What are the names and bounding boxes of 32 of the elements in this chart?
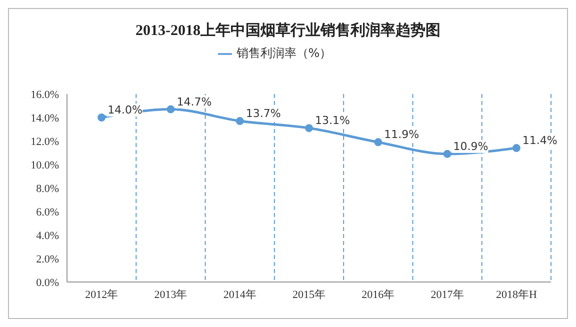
point (443, 150, 452, 158)
y-tick-label: 6.0% (36, 206, 59, 218)
data-label: 14.7% (176, 95, 212, 108)
y-tick-label: 16.0% (30, 88, 59, 101)
x-tick-label: 2015年 (292, 288, 326, 301)
data-label: 14.0% (108, 104, 143, 116)
data-label: 13.7% (246, 107, 281, 120)
x-tick-label: 2013年 (154, 288, 188, 301)
y-tick-label: 2.0% (36, 253, 59, 266)
x-tick-label: 2018年H (496, 288, 537, 301)
y-tick-label: 4.0% (36, 230, 59, 242)
point (512, 144, 520, 152)
data-label: 10.9% (453, 140, 488, 153)
chart-title: 2013-2018上年中国烟草行业销售利润率趋势图 (134, 21, 442, 40)
point (98, 114, 106, 122)
point (236, 117, 244, 126)
x-tick-label: 2012年 (85, 288, 118, 301)
y-tick-label: 8.0% (36, 182, 59, 195)
point (305, 124, 313, 132)
y-tick-label: 10.0% (30, 159, 59, 172)
y-tick-label: 14.0% (30, 112, 59, 124)
data-label: 11.4% (522, 134, 558, 148)
legend-label: 销售利润率（%） (236, 46, 332, 60)
x-tick-label: 2017年 (430, 288, 464, 301)
y-tick-label: 12.0% (30, 136, 59, 148)
x-tick-label: 2014年 (223, 288, 256, 301)
data-label: 13.1% (315, 114, 350, 128)
x-tick-label: 2016年 (362, 288, 395, 301)
point (374, 138, 382, 146)
data-label: 11.9% (384, 128, 420, 142)
point (166, 105, 175, 114)
y-tick-label: 0.0% (36, 276, 59, 289)
